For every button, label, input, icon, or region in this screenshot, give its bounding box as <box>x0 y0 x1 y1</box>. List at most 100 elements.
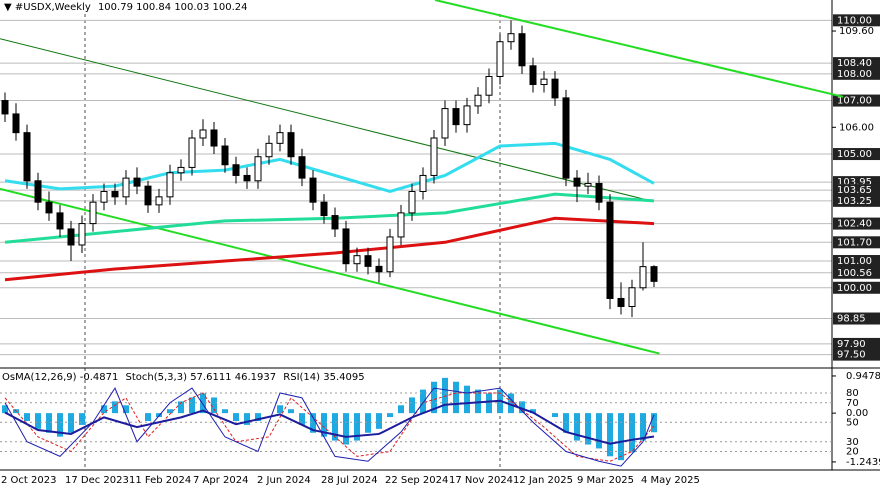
osma-bar <box>35 413 41 429</box>
level-box <box>833 217 880 230</box>
candle-body <box>386 236 394 273</box>
candle-body <box>56 212 64 230</box>
candle-body <box>133 177 141 187</box>
level-box <box>833 57 880 70</box>
x-tick-label: 12 Jan 2025 <box>513 475 573 486</box>
candle-body <box>254 156 262 182</box>
stoch-value: 57.6111 <box>190 372 231 383</box>
y-tick-label: 109.60 <box>839 26 874 37</box>
level-box <box>833 348 880 361</box>
osma-label: OsMA(12,26,9) <box>2 372 77 383</box>
x-tick-label: 4 May 2025 <box>641 475 700 486</box>
stoch-main <box>4 387 655 467</box>
osma-bar <box>222 409 228 414</box>
header: ▼ #USDX,Weekly 100.79 100.84 100.03 100.… <box>4 2 248 13</box>
osma-bar <box>442 377 448 414</box>
osma-bar <box>398 405 404 414</box>
x-tick-label: 28 Jul 2024 <box>321 475 378 486</box>
symbol: #USDX,Weekly <box>15 2 91 13</box>
low-value: 100.03 <box>174 2 209 13</box>
level-label: 97.50 <box>837 350 866 361</box>
candle-body <box>650 266 658 282</box>
osma-bar <box>57 413 63 437</box>
osma-bar <box>288 409 294 414</box>
osma-bar <box>2 405 8 414</box>
level-label: 98.85 <box>837 314 866 325</box>
rsi-label: RSI(14) <box>283 372 320 383</box>
candle-body <box>67 228 75 246</box>
osma-bar <box>365 413 371 433</box>
osma-bar <box>321 413 327 437</box>
osma-bar <box>596 413 602 449</box>
osma-bar <box>420 389 426 414</box>
candle-body <box>122 177 130 198</box>
osma-bar <box>79 413 85 425</box>
osma-bar <box>585 413 591 445</box>
level-label: 97.90 <box>837 339 866 350</box>
level-label: 102.40 <box>837 219 872 230</box>
candle-body <box>144 185 152 206</box>
osma-bar <box>376 413 382 429</box>
candle-body <box>342 228 350 265</box>
level-box <box>833 184 880 197</box>
candle-body <box>375 265 383 273</box>
candle-body <box>430 137 438 176</box>
candle-body <box>45 201 53 214</box>
high-value: 100.84 <box>136 2 171 13</box>
osma-bar <box>354 413 360 441</box>
x-tick-label: 17 Nov 2024 <box>449 475 513 486</box>
x-tick-label: 2 Oct 2023 <box>1 475 56 486</box>
candle-body <box>89 201 97 225</box>
osma-bar <box>508 393 514 414</box>
osma-bar <box>255 413 261 421</box>
candle-body <box>617 297 625 307</box>
candle-body <box>298 156 306 179</box>
candle-body <box>78 223 86 246</box>
osma-bar <box>189 397 195 414</box>
osma-tick-label: 0.00 <box>846 408 868 419</box>
candle-body <box>485 75 493 96</box>
candle-body <box>199 129 207 139</box>
osma-bar <box>607 413 613 457</box>
candle-body <box>419 174 427 192</box>
candle-body <box>188 137 196 168</box>
x-tick-label: 22 Sep 2024 <box>385 475 448 486</box>
level-box <box>833 67 880 80</box>
level-box <box>833 94 880 107</box>
candle-body <box>573 177 581 187</box>
osma-bar <box>46 413 52 433</box>
candle-body <box>463 105 471 126</box>
candle-body <box>518 33 526 67</box>
level-box <box>833 148 880 161</box>
oscillator-tick-label: 70 <box>846 398 859 409</box>
rsi-line <box>4 399 655 445</box>
candle-body <box>452 108 460 126</box>
candle-body <box>221 145 229 166</box>
candle-body <box>309 177 317 203</box>
osma-bar <box>101 405 107 414</box>
level-label: 108.40 <box>837 58 872 69</box>
candle-body <box>540 78 548 86</box>
candle-body <box>331 215 339 230</box>
candle-body <box>408 190 416 214</box>
open-value: 100.79 <box>98 2 133 13</box>
trendline <box>0 187 660 355</box>
oscillator-tick-label: 20 <box>846 447 859 458</box>
osma-bar <box>24 413 30 421</box>
osma-bar <box>530 409 536 414</box>
level-box <box>833 236 880 249</box>
osma-bar <box>409 397 415 414</box>
candle-body <box>320 201 328 217</box>
osma-bar <box>629 413 635 453</box>
stoch-label: Stoch(5,3,3) <box>126 372 188 383</box>
osma-tick-label: 0.9478 <box>846 371 880 382</box>
candle-body <box>232 164 240 176</box>
candle-body <box>100 190 108 203</box>
candle-body <box>243 174 251 182</box>
level-label: 100.56 <box>837 268 872 279</box>
osma-bar <box>563 413 569 433</box>
osma-bar <box>343 413 349 445</box>
osma-bar <box>574 413 580 441</box>
osma-bar <box>167 409 173 414</box>
x-tick-label: 9 Mar 2025 <box>577 475 634 486</box>
